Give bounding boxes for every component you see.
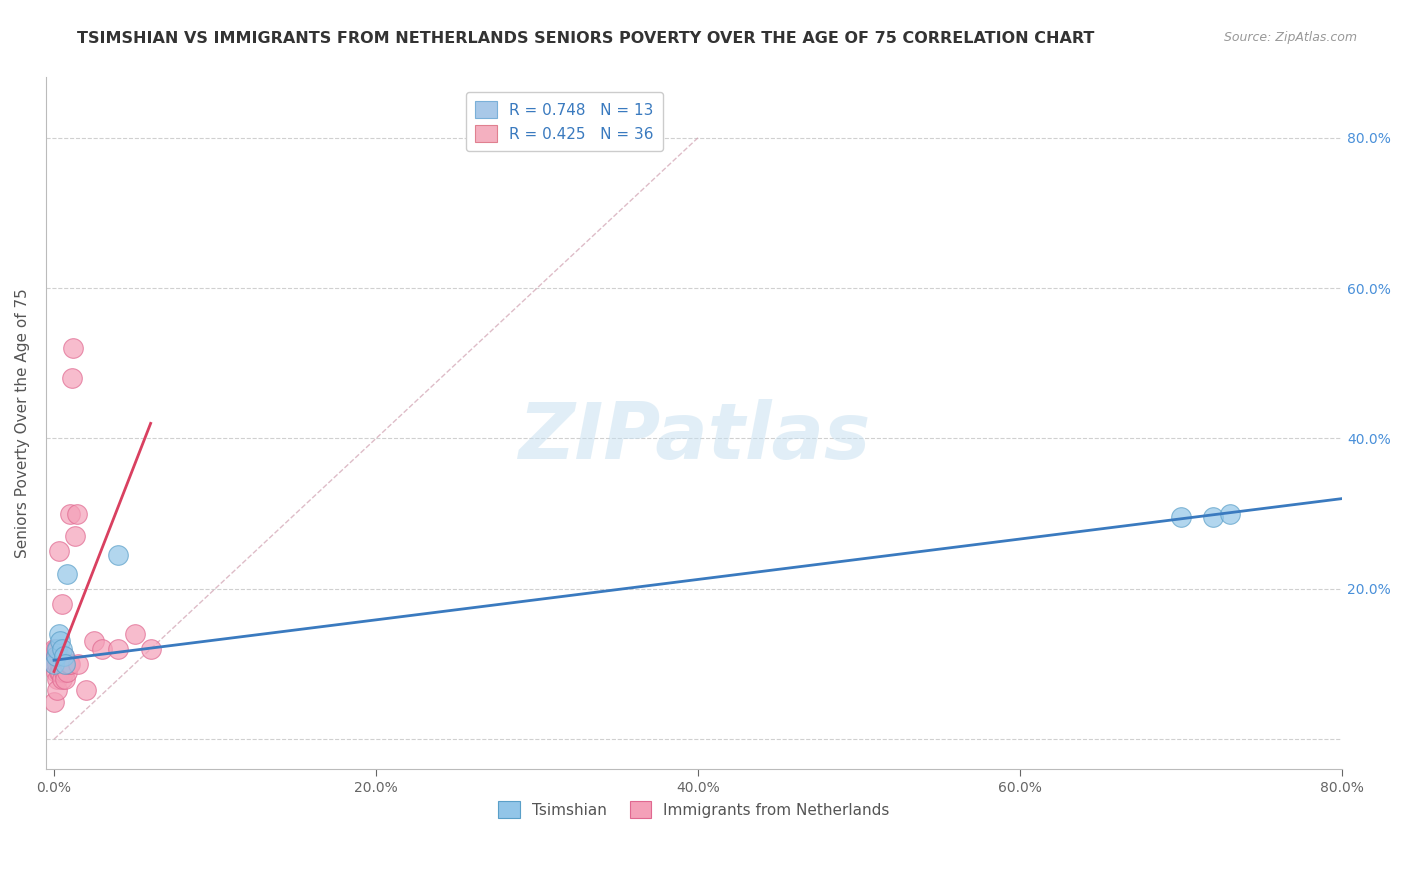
Point — [59, 507, 82, 521]
Text: TSIMSHIAN VS IMMIGRANTS FROM NETHERLANDS SENIORS POVERTY OVER THE AGE OF 75 CORR: TSIMSHIAN VS IMMIGRANTS FROM NETHERLANDS… — [77, 31, 1095, 46]
Text: Source: ZipAtlas.com: Source: ZipAtlas.com — [1223, 31, 1357, 45]
Point — [51, 657, 73, 671]
Point — [46, 657, 69, 671]
Point — [51, 642, 73, 657]
Point — [56, 566, 79, 581]
Text: ZIPatlas: ZIPatlas — [517, 400, 870, 475]
Point — [45, 642, 67, 657]
Point — [51, 672, 73, 686]
Point — [60, 371, 83, 385]
Point — [46, 683, 69, 698]
Point — [42, 657, 65, 671]
Point — [75, 683, 97, 698]
Point — [49, 657, 72, 671]
Point — [58, 657, 80, 671]
Point — [45, 649, 67, 664]
Point — [1170, 510, 1192, 524]
Point — [53, 657, 76, 671]
Point — [56, 665, 79, 679]
Point — [1202, 510, 1225, 524]
Point — [52, 649, 75, 664]
Point — [48, 627, 70, 641]
Point — [45, 649, 67, 664]
Point — [42, 695, 65, 709]
Point — [42, 657, 65, 671]
Point — [65, 507, 87, 521]
Point — [63, 529, 86, 543]
Point — [49, 665, 72, 679]
Point — [52, 665, 75, 679]
Point — [46, 642, 69, 657]
Point — [48, 544, 70, 558]
Point — [59, 657, 82, 671]
Point — [49, 634, 72, 648]
Point — [83, 634, 105, 648]
Point — [124, 627, 146, 641]
Point — [48, 665, 70, 679]
Y-axis label: Seniors Poverty Over the Age of 75: Seniors Poverty Over the Age of 75 — [15, 288, 30, 558]
Point — [52, 649, 75, 664]
Point — [1218, 507, 1240, 521]
Point — [67, 657, 90, 671]
Point — [107, 642, 129, 657]
Point — [139, 642, 162, 657]
Point — [107, 548, 129, 562]
Point — [48, 649, 70, 664]
Point — [91, 642, 114, 657]
Legend: Tsimshian, Immigrants from Netherlands: Tsimshian, Immigrants from Netherlands — [492, 795, 896, 824]
Point — [42, 642, 65, 657]
Point — [53, 657, 76, 671]
Point — [45, 665, 67, 679]
Point — [53, 672, 76, 686]
Point — [46, 672, 69, 686]
Point — [62, 341, 84, 355]
Point — [51, 597, 73, 611]
